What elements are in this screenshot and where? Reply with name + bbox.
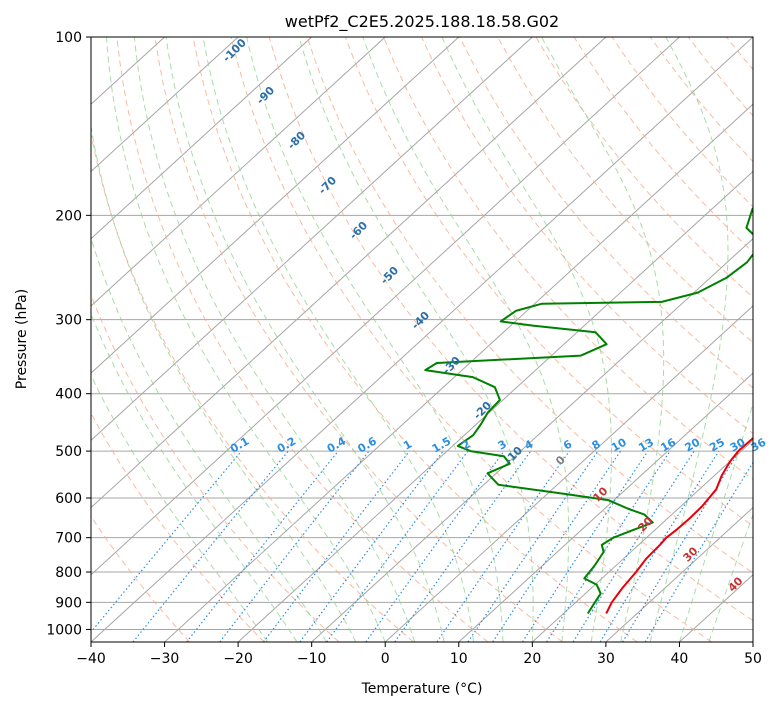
mixing-ratio-label: 0.6 bbox=[356, 434, 380, 455]
moist-adiabat bbox=[107, 37, 386, 642]
y-tick-label: 700 bbox=[55, 531, 82, 547]
mixing-ratio-line bbox=[133, 451, 288, 642]
mixing-ratio-line bbox=[83, 451, 242, 642]
y-tick-label: 400 bbox=[55, 387, 82, 403]
dry-adiabat bbox=[536, 37, 775, 642]
adiabat-label: -50 bbox=[378, 264, 401, 287]
adiabat-label: -60 bbox=[347, 219, 370, 242]
mixing-ratio-line bbox=[623, 451, 740, 642]
y-tick-label: 300 bbox=[55, 313, 82, 329]
x-axis: −40 −30 −20 −10 0 10 20 30 40 50 bbox=[76, 642, 762, 667]
isotherm-gridline bbox=[17, 37, 679, 642]
mixing-ratio-label: 16 bbox=[658, 435, 678, 454]
adiabat-label: 30 bbox=[681, 544, 701, 564]
y-axis-label: Pressure (hPa) bbox=[14, 289, 30, 389]
moist-adiabat bbox=[82, 37, 356, 642]
x-tick-label: 10 bbox=[450, 651, 468, 667]
adiabat-label: -70 bbox=[316, 174, 339, 197]
y-tick-label: 500 bbox=[55, 444, 82, 460]
mixing-ratio-label: 6 bbox=[561, 437, 574, 452]
x-axis-label: Temperature (°C) bbox=[361, 681, 483, 697]
y-tick-label: 1000 bbox=[46, 622, 82, 638]
mixing-ratio-label: 30 bbox=[728, 435, 748, 454]
mixing-ratio-label: 3 bbox=[496, 438, 509, 453]
adiabat-label: 0 bbox=[553, 453, 568, 468]
mixing-ratio-line bbox=[437, 451, 570, 642]
chart-title: wetPf2_C2E5.2025.188.18.58.G02 bbox=[285, 12, 559, 32]
mixing-ratio-label: 1 bbox=[401, 438, 414, 453]
mixing-ratio-line bbox=[547, 451, 670, 642]
x-tick-label: −30 bbox=[150, 651, 180, 667]
y-axis: 100 200 300 400 500 600 700 800 900 1000 bbox=[46, 30, 91, 638]
dry-adiabat bbox=[726, 37, 775, 642]
x-tick-label: 20 bbox=[523, 651, 541, 667]
moist-adiabat bbox=[299, 37, 533, 642]
moist-adiabat bbox=[19, 37, 267, 642]
dry-adiabat bbox=[2, 37, 264, 642]
dry-adiabat bbox=[345, 37, 775, 642]
isotherm-gridline bbox=[0, 37, 459, 642]
x-tick-label: 40 bbox=[671, 651, 689, 667]
x-tick-label: −20 bbox=[223, 651, 253, 667]
moist-adiabat bbox=[166, 37, 444, 642]
dry-adiabat bbox=[193, 37, 637, 642]
moist-adiabat bbox=[39, 37, 297, 642]
mixing-ratio-line bbox=[366, 451, 504, 642]
dry-adiabat bbox=[650, 37, 775, 642]
mixing-ratio-line bbox=[264, 451, 410, 642]
dry-adiabat bbox=[765, 37, 775, 642]
y-tick-label: 600 bbox=[55, 491, 82, 507]
background-lines bbox=[0, 37, 775, 642]
mixing-ratio-line bbox=[468, 451, 598, 642]
adiabat-label: -80 bbox=[285, 129, 308, 152]
mixing-ratio-label: 13 bbox=[636, 436, 656, 455]
adiabat-label: 40 bbox=[726, 574, 746, 594]
isotherm-gridline bbox=[0, 37, 385, 642]
mixing-ratio-line bbox=[573, 451, 694, 642]
mixing-ratio-line bbox=[220, 451, 369, 642]
y-tick-label: 100 bbox=[55, 30, 82, 46]
adiabat-label: -100 bbox=[220, 36, 249, 65]
moist-adiabat bbox=[709, 37, 775, 642]
y-tick-label: 800 bbox=[55, 565, 82, 581]
adiabat-label: -20 bbox=[471, 399, 494, 422]
moist-adiabat bbox=[442, 37, 612, 642]
x-tick-label: 50 bbox=[744, 651, 762, 667]
mixing-ratio-label: 0.1 bbox=[228, 435, 251, 456]
mixing-ratio-label: 0.4 bbox=[325, 434, 349, 455]
x-tick-label: 30 bbox=[597, 651, 615, 667]
isotherm-gridline bbox=[753, 37, 775, 642]
moist-adiabat bbox=[247, 37, 503, 642]
mixing-ratio-label: 25 bbox=[707, 436, 727, 455]
y-tick-label: 200 bbox=[55, 208, 82, 224]
x-tick-label: −40 bbox=[76, 651, 106, 667]
y-tick-label: 900 bbox=[55, 595, 82, 611]
x-tick-label: −10 bbox=[297, 651, 327, 667]
dry-adiabat bbox=[688, 37, 775, 642]
adiabat-label: 10 bbox=[591, 484, 611, 504]
dry-adiabat bbox=[269, 37, 775, 642]
x-tick-label: 0 bbox=[381, 651, 390, 667]
dry-adiabat bbox=[79, 37, 414, 642]
adiabat-label: -40 bbox=[409, 309, 432, 332]
temperature-profile-line bbox=[606, 37, 775, 614]
dry-adiabat bbox=[422, 37, 775, 642]
dry-adiabat bbox=[498, 37, 775, 642]
mixing-ratio-line bbox=[300, 451, 443, 642]
isotherm-gridline bbox=[0, 37, 312, 642]
isotherm-gridline bbox=[0, 37, 238, 642]
